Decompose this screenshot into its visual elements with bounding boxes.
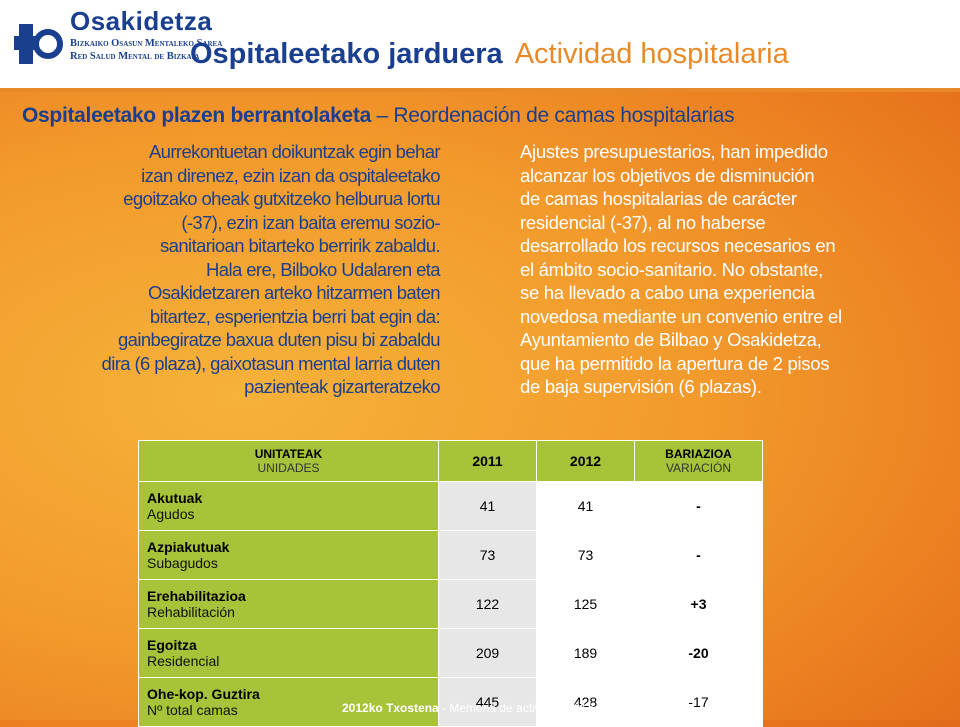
header-units-eu: UNITATEAK [254, 447, 323, 461]
row-label: Egoitza Residencial [138, 628, 439, 678]
row-label-eu: Egoitza [147, 637, 197, 653]
osakidetza-logo-icon [6, 14, 66, 74]
cell-2011: 122 [438, 579, 537, 629]
page-title-eu: Ospitaleetako jarduera [190, 38, 503, 70]
cell-2012: 125 [536, 579, 635, 629]
header-variation-eu: BARIAZIOA [665, 447, 732, 461]
text-line: izan direnez, ezin izan da ospitaleetako [141, 164, 441, 186]
cell-variation: - [634, 481, 763, 531]
text-line: pazienteak gizarteratzeko [244, 376, 440, 397]
section-subtitle: Ospitaleetako plazen berrantolaketa – Re… [22, 104, 735, 128]
spanish-paragraph: Ajustes presupuestarios, han impedido al… [520, 140, 940, 399]
row-label-eu: Ohe-kop. Guztira [147, 686, 260, 702]
row-label-es: Residencial [147, 653, 220, 669]
table-row: Ohe-kop. Guztira Nº total camas 445 428 … [138, 677, 763, 727]
basque-paragraph: Aurrekontuetan doikuntzak egin behar iza… [30, 140, 441, 399]
text-line: dira (6 plaza), gaixotasun mental larria… [101, 352, 441, 374]
cell-2012: 41 [536, 481, 635, 531]
text-line: se ha llevado a cabo una experiencia [520, 282, 815, 303]
cell-variation: -20 [634, 628, 763, 678]
text-line: Aurrekontuetan doikuntzak egin behar [148, 141, 441, 162]
cell-2011: 445 [438, 677, 537, 727]
text-line: egoitzako oheak gutxitzeko helburua lort… [123, 188, 440, 209]
page-title: Ospitaleetako jarduera Actividad hospital… [190, 38, 789, 71]
brand-block: Osakidetza Bizkaiko Osasun Mentaleko Sar… [70, 6, 222, 63]
header-units-es: UNIDADES [257, 461, 320, 475]
text-line: Ayuntamiento de Bilbao y Osakidetza, [520, 329, 822, 350]
beds-table: UNITATEAK UNIDADES 2011 2012 BARIAZIOA V… [138, 440, 763, 727]
cell-variation: +3 [634, 579, 763, 629]
footer: 2012ko Txostena - Memoria de actividad 2… [342, 701, 593, 715]
row-label-es: Agudos [147, 506, 195, 522]
row-label-es: Rehabilitación [147, 604, 235, 620]
text-line: desarrollado los recursos necesarios en [520, 235, 836, 256]
text-line: Hala ere, Bilboko Udalaren eta [206, 258, 441, 280]
text-line: (-37), ezin izan baita eremu sozio- [181, 211, 440, 233]
row-label-es: Subagudos [147, 555, 218, 571]
table-row: Egoitza Residencial 209 189 -20 [138, 628, 763, 678]
brand-name: Osakidetza [70, 6, 213, 36]
table-row: Erehabilitazioa Rehabilitación 122 125 +… [138, 579, 763, 629]
text-line: bitartez, esperientzia berri bat egin da… [149, 305, 441, 327]
text-line: residencial (-37), al no haberse [520, 211, 766, 233]
footer-es: Memoria de actividad 2012 [449, 701, 594, 715]
text-line: de camas hospitalarias de carácter [520, 188, 797, 209]
row-label: Azpiakutuak Subagudos [138, 530, 439, 580]
row-label-eu: Erehabilitazioa [147, 588, 246, 604]
brand-sub-eu: Bizkaiko Osasun Mentaleko Sarea [70, 38, 223, 49]
cell-2011: 41 [438, 481, 537, 531]
header-units: UNITATEAK UNIDADES [138, 440, 439, 482]
text-line: gainbegiratze baxua duten pisu bi zabald… [117, 329, 441, 350]
footer-eu: 2012ko Txostena [342, 701, 439, 715]
page-title-es: Actividad hospitalaria [514, 38, 789, 70]
header-variation: BARIAZIOA VARIACIÓN [634, 440, 763, 482]
brand-sub-es: Red Salud Mental de Bizkaia [70, 51, 200, 62]
row-label-eu: Azpiakutuak [147, 539, 230, 555]
table-header-row: UNITATEAK UNIDADES 2011 2012 BARIAZIOA V… [138, 440, 763, 482]
row-label-es: Nº total camas [147, 702, 238, 718]
table-row: Akutuak Agudos 41 41 - [138, 481, 763, 531]
text-line: de baja supervisión (6 plazas). [520, 376, 762, 397]
cell-2012: 189 [536, 628, 635, 678]
row-label-eu: Akutuak [147, 490, 203, 506]
footer-separator: - [438, 701, 450, 715]
header-2011: 2011 [438, 440, 537, 482]
cell-variation: - [634, 530, 763, 580]
header-variation-es: VARIACIÓN [665, 461, 732, 475]
row-label: Erehabilitazioa Rehabilitación [138, 579, 439, 629]
cell-variation: -17 [634, 677, 763, 727]
section-subtitle-es: – Reordenación de camas hospitalarias [370, 104, 735, 127]
text-line: Osakidetzaren arteko hitzarmen baten [147, 282, 441, 303]
cell-2011: 209 [438, 628, 537, 678]
cell-2012: 73 [536, 530, 635, 580]
text-line: sanitarioan bitarteko berririk zabaldu. [160, 235, 441, 256]
text-line: alcanzar los objetivos de disminución [520, 164, 815, 186]
header-2012: 2012 [536, 440, 635, 482]
header-bar: Osakidetza Bizkaiko Osasun Mentaleko Sar… [0, 0, 960, 92]
text-line: que ha permitido la apertura de 2 pisos [520, 352, 830, 374]
table-row: Azpiakutuak Subagudos 73 73 - [138, 530, 763, 580]
cell-2011: 73 [438, 530, 537, 580]
section-subtitle-eu: Ospitaleetako plazen berrantolaketa [22, 104, 371, 127]
text-line: el ámbito socio-sanitario. No obstante, [520, 258, 823, 280]
text-line: Ajustes presupuestarios, han impedido [520, 141, 828, 162]
cell-2012: 428 [536, 677, 635, 727]
text-line: novedosa mediante un convenio entre el [520, 305, 842, 327]
row-label: Akutuak Agudos [138, 481, 439, 531]
